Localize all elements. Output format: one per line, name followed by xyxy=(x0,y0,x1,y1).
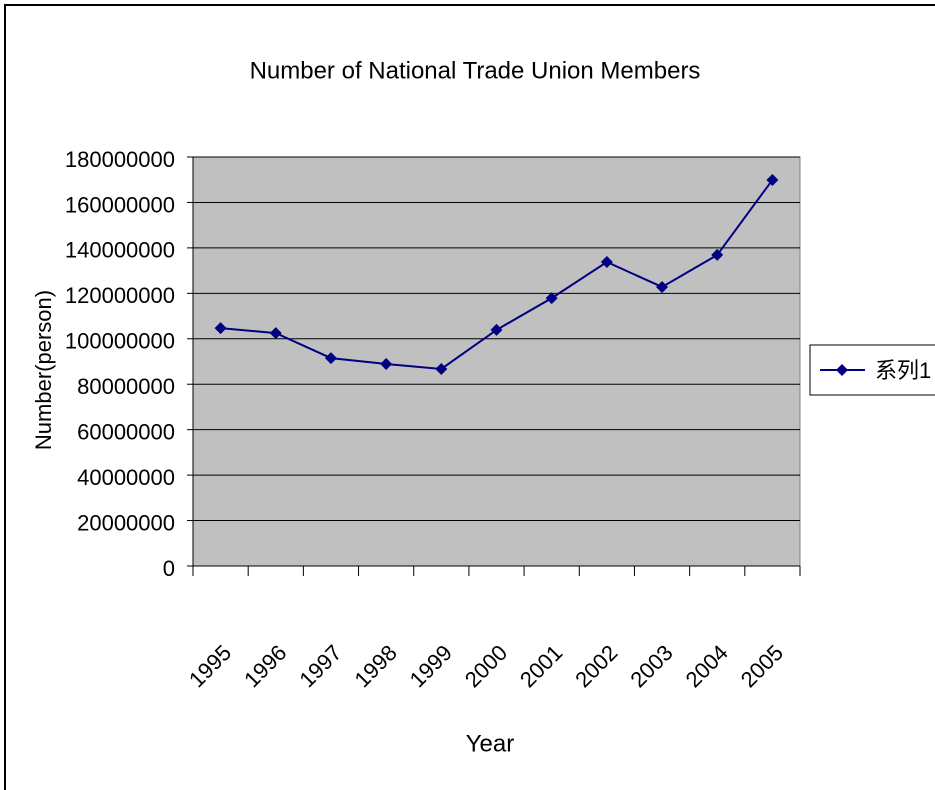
legend-label: 系列1 xyxy=(875,358,931,383)
y-tick-label: 140000000 xyxy=(65,238,175,263)
marker xyxy=(214,322,227,335)
marker xyxy=(766,173,779,186)
marker xyxy=(269,327,282,340)
marker xyxy=(490,323,503,336)
y-tick-label: 120000000 xyxy=(65,283,175,308)
x-axis-label: Year xyxy=(466,730,515,757)
y-axis-label: Number(person) xyxy=(31,290,56,450)
y-tick-label: 100000000 xyxy=(65,329,175,354)
marker xyxy=(656,280,669,293)
marker xyxy=(380,357,393,370)
marker xyxy=(711,248,724,261)
marker xyxy=(324,352,337,365)
y-tick-label: 20000000 xyxy=(77,510,175,535)
y-tick-label: 160000000 xyxy=(65,192,175,217)
y-tick-label: 60000000 xyxy=(77,419,175,444)
marker xyxy=(545,292,558,305)
plot-area xyxy=(192,156,801,567)
marker xyxy=(435,362,448,375)
marker xyxy=(600,255,613,268)
y-tick-label: 80000000 xyxy=(77,374,175,399)
y-tick-label: 40000000 xyxy=(77,465,175,490)
y-tick-label: 180000000 xyxy=(65,147,175,172)
chart-title: Number of National Trade Union Members xyxy=(250,57,701,84)
legend-marker xyxy=(836,364,848,376)
y-tick-label: 0 xyxy=(163,556,175,581)
